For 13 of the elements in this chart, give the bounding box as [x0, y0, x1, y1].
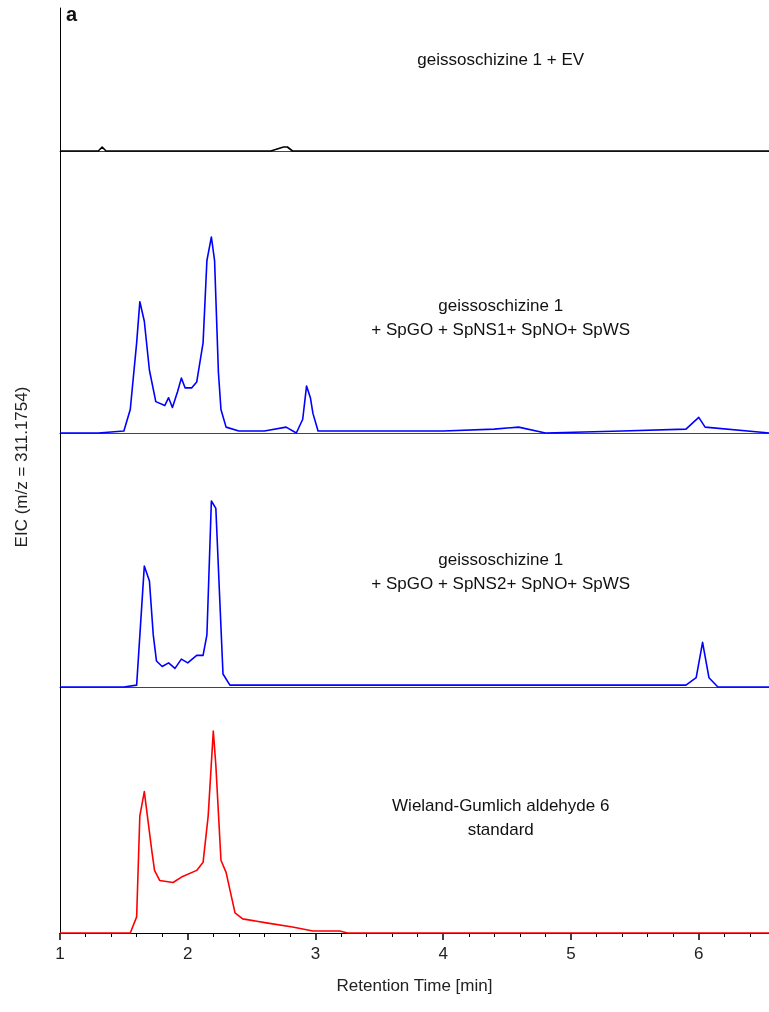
x-tick-label: 2: [183, 944, 193, 963]
x-tick-label: 5: [566, 944, 576, 963]
x-tick-label: 4: [438, 944, 448, 963]
x-tick-label: 1: [55, 944, 65, 963]
x-tick-label: 6: [694, 944, 704, 963]
y-axis-title: EIC (m/z = 311.1754): [12, 386, 32, 547]
text: Wieland-Gumlich aldehyde 6 standard: [392, 795, 610, 839]
x-tick-label: 3: [310, 944, 321, 963]
text: geissoschizine 1 + SpGO + SpNS2+ SpNO+ SpWS: [371, 549, 631, 593]
text: a: [66, 3, 78, 25]
x-axis-title: Retention Time [min]: [336, 976, 493, 995]
text: geissoschizine 1 + SpGO + SpNS1+ SpNO+ SpWS: [371, 295, 631, 339]
text: geissoschizine 1 + EV: [417, 49, 585, 69]
